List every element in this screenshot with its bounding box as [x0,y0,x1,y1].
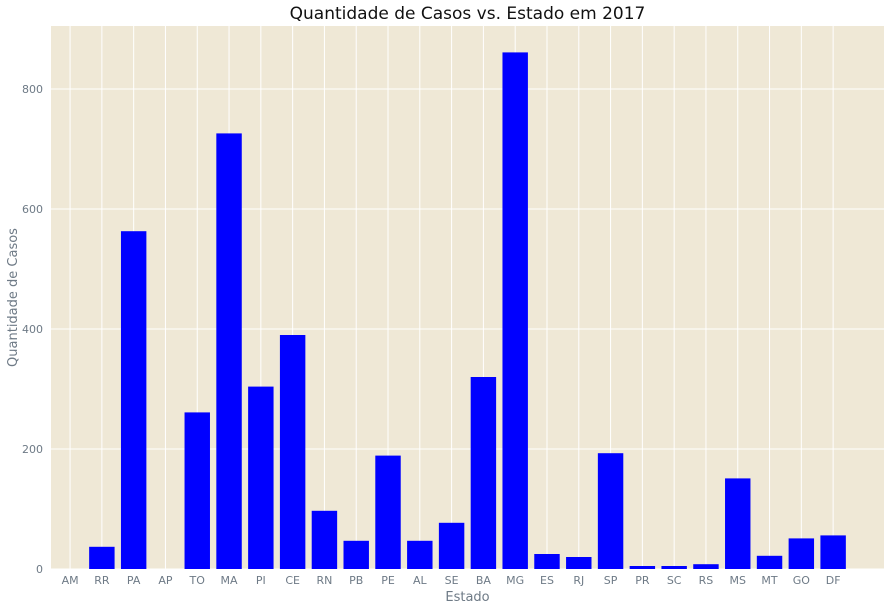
x-tick-label-ap: AP [158,574,173,587]
y-tick-label: 400 [22,323,43,336]
x-tick-label-pa: PA [127,574,141,587]
x-tick-label-ba: BA [476,574,492,587]
y-tick-labels: 0 200 400 600 800 [22,83,43,576]
x-tick-label-rj: RJ [573,574,584,587]
y-tick-label: 800 [22,83,43,96]
x-axis-label: Estado [445,590,489,605]
bar-pr [629,566,656,569]
x-tick-label-ce: CE [285,574,300,587]
x-tick-label-go: GO [793,574,811,587]
x-tick-label-ms: MS [730,574,746,587]
bar-ce [279,335,306,569]
x-tick-label-mt: MT [761,574,777,587]
x-tick-label-pb: PB [349,574,363,587]
bar-mg [502,52,528,569]
x-tick-labels: AM RR PA AP TO MA PI CE RN PB PE AL SE BA MG ES RJ SP PR SC… [62,574,841,587]
x-tick-label-pe: PE [381,574,395,587]
y-tick-label: 0 [36,563,43,576]
x-tick-label-es: ES [540,574,554,587]
bar-pb [343,540,369,569]
x-tick-label-al: AL [413,574,428,587]
bar-df [820,535,846,569]
x-tick-label-am: AM [62,574,79,587]
bar-pa [120,231,147,569]
bar-go [788,538,815,569]
x-tick-label-pi: PI [256,574,266,587]
x-tick-label-se: SE [445,574,459,587]
x-tick-label-to: TO [189,574,206,587]
bar-to [184,412,210,569]
x-tick-label-rn: RN [316,574,332,587]
bar-al [407,540,433,569]
bar-rn [311,510,338,569]
bar-se [438,522,465,569]
bar-rj [566,557,592,569]
y-tick-label: 200 [22,443,43,456]
x-tick-label-rr: RR [94,574,110,587]
bar-sc [661,566,687,569]
bar-es [534,554,560,569]
bar-ba [470,377,497,569]
chart-title: Quantidade de Casos vs. Estado em 2017 [290,4,646,24]
bar-ms [725,478,751,569]
bar-rs [693,564,719,569]
plot-background [51,26,884,569]
bar-pi [248,386,274,569]
bars [89,52,846,569]
x-tick-label-mg: MG [506,574,524,587]
bar-sp [597,453,624,569]
x-tick-label-sc: SC [667,574,682,587]
bar-rr [89,546,115,569]
bar-ma [216,133,242,569]
bar-pe [375,455,401,569]
x-tick-label-df: DF [826,574,841,587]
y-tick-label: 600 [22,203,43,216]
x-tick-label-pr: PR [635,574,650,587]
y-axis-label: Quantidade de Casos [6,228,21,367]
x-tick-label-ma: MA [221,574,238,587]
x-tick-label-sp: SP [604,574,618,587]
bar-mt [756,555,783,569]
x-tick-label-rs: RS [699,574,714,587]
